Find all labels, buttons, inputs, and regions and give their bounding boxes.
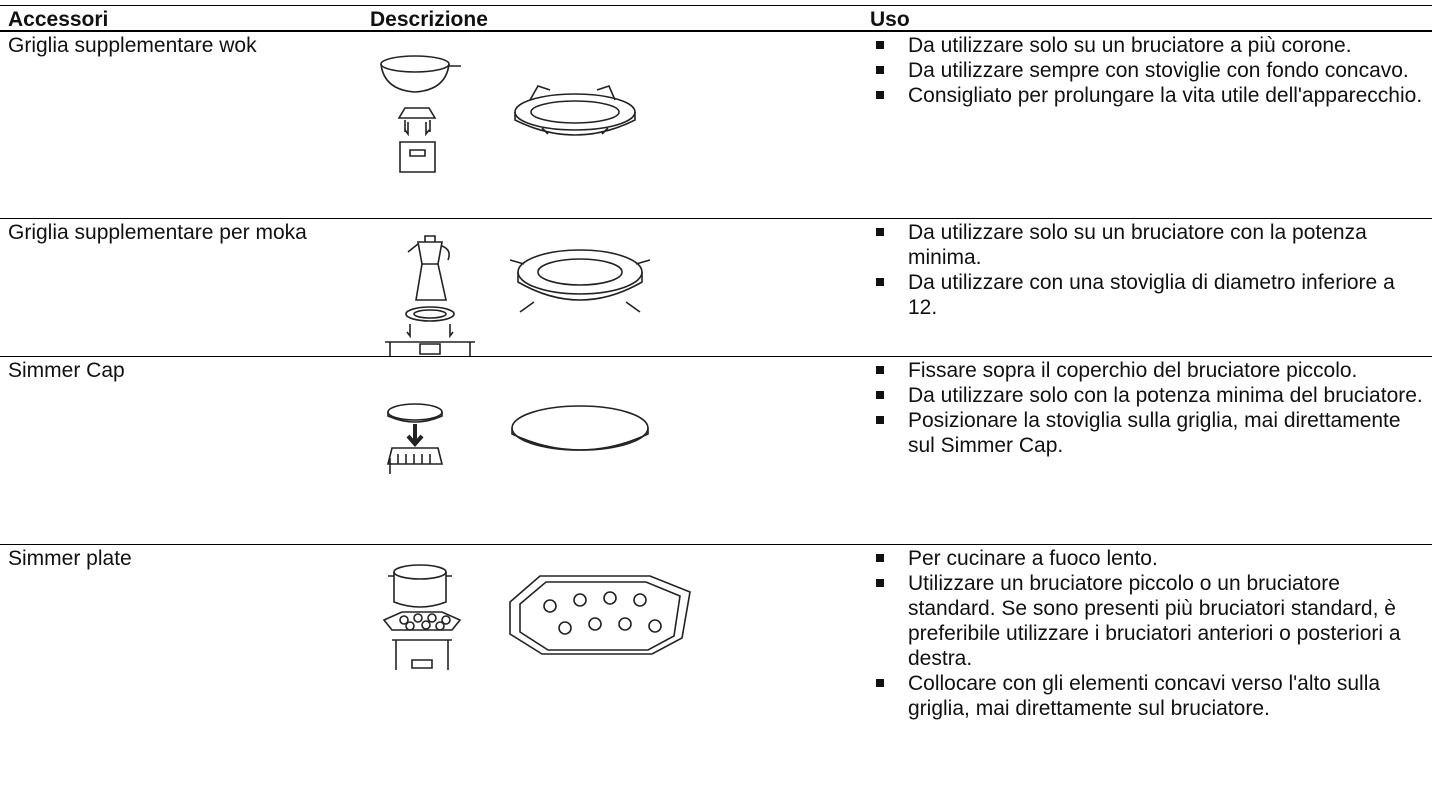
table-row: Griglia supplementare per moka Da utilizz… [0,219,1432,357]
usage-item: Per cucinare a fuoco lento. [870,546,1426,571]
header-cell: Uso [870,8,910,31]
usage-item: Da utilizzare sempre con stoviglie con f… [870,58,1426,83]
table-row: Simmer plate Per cucinare a fuoco lento. U… [0,545,1432,789]
simmer-cap-illustration [386,403,649,474]
header-cell: Accessori [8,8,109,31]
usage-item: Consigliato per prolungare la vita utile… [870,83,1426,108]
usage-cell: Per cucinare a fuoco lento. Utilizzare un… [870,546,1426,721]
simmer-plate-illustration [382,564,691,670]
moka-illustration [385,235,651,356]
usage-item: Posizionare la stoviglia sulla griglia, … [870,408,1426,458]
header-row: Accessori Descrizione Uso [0,5,1432,32]
usage-item: Da utilizzare solo su un bruciatore a pi… [870,33,1426,58]
accessory-name: Griglia supplementare wok [8,34,257,57]
usage-cell: Da utilizzare solo su un bruciatore a pi… [870,33,1426,108]
usage-list: Per cucinare a fuoco lento. Utilizzare un… [870,546,1426,721]
usage-item: Fissare sopra il coperchio del bruciator… [870,358,1426,383]
usage-item: Utilizzare un bruciatore piccolo o un br… [870,571,1426,671]
table-row: Simmer Cap Fissare sopra il coperchio del… [0,357,1432,545]
usage-list: Da utilizzare solo su un bruciatore con … [870,220,1426,320]
accessory-name: Griglia supplementare per moka [8,221,307,244]
usage-item: Collocare con gli elementi concavi verso… [870,671,1426,721]
usage-list: Fissare sopra il coperchio del bruciator… [870,358,1426,458]
accessory-name: Simmer Cap [8,359,125,382]
usage-item: Da utilizzare solo su un bruciatore con … [870,220,1426,270]
table-row: Griglia supplementare wok Da utilizzare s… [0,32,1432,219]
usage-cell: Fissare sopra il coperchio del bruciator… [870,358,1426,458]
usage-cell: Da utilizzare solo su un bruciatore con … [870,220,1426,320]
usage-item: Da utilizzare con una stoviglia di diame… [870,270,1426,320]
accessory-name: Simmer plate [8,547,132,570]
header-cell: Descrizione [370,8,488,31]
usage-list: Da utilizzare solo su un bruciatore a pi… [870,33,1426,108]
usage-item: Da utilizzare solo con la potenza minima… [870,383,1426,408]
wok-illustration [380,55,636,173]
